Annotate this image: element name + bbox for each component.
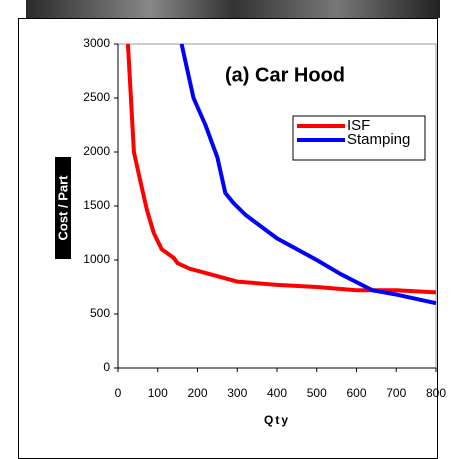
y-tick-label: 3000 [83, 36, 110, 50]
legend-label: Stamping [347, 131, 410, 148]
y-tick-label: 1000 [83, 252, 110, 266]
chart-title: (a) Car Hood [225, 64, 345, 86]
panel [18, 18, 438, 459]
photo-strip [26, 0, 440, 18]
x-tick-label: 700 [386, 386, 406, 400]
x-tick-label: 400 [267, 386, 287, 400]
x-tick-label: 300 [227, 386, 247, 400]
y-tick-label: 1500 [83, 198, 110, 212]
y-label-bg [55, 157, 71, 259]
y-tick-label: 2000 [83, 144, 110, 158]
y-tick-label: 0 [103, 360, 110, 374]
legend-label: ISF [347, 117, 370, 134]
x-axis-label: Qty [264, 413, 290, 427]
y-axis-label: Cost / Part [55, 175, 70, 241]
series-line [125, 43, 437, 295]
x-tick-label: 800 [426, 386, 446, 400]
x-tick-label: 200 [187, 386, 207, 400]
x-tick-label: 500 [307, 386, 327, 400]
y-axis-label-group: Cost / Part [55, 157, 71, 259]
y-tick-label: 500 [90, 306, 110, 320]
x-tick-label: 100 [148, 386, 168, 400]
x-tick-label: 0 [115, 386, 122, 400]
x-tick-label: 600 [346, 386, 366, 400]
series-line [179, 43, 437, 306]
y-tick-label: 2500 [83, 90, 110, 104]
